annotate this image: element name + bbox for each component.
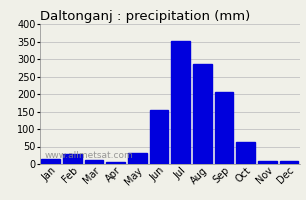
Bar	[63, 154, 81, 164]
Bar	[258, 161, 277, 164]
Bar	[237, 142, 255, 164]
Bar	[171, 41, 190, 164]
Bar	[193, 64, 211, 164]
Bar	[150, 110, 168, 164]
Bar	[85, 160, 103, 164]
Text: www.allmetsat.com: www.allmetsat.com	[45, 151, 134, 160]
Bar	[106, 162, 125, 164]
Bar	[280, 160, 298, 164]
Bar	[41, 159, 60, 164]
Bar	[128, 153, 147, 164]
Text: Daltonganj : precipitation (mm): Daltonganj : precipitation (mm)	[40, 10, 250, 23]
Bar	[215, 92, 233, 164]
